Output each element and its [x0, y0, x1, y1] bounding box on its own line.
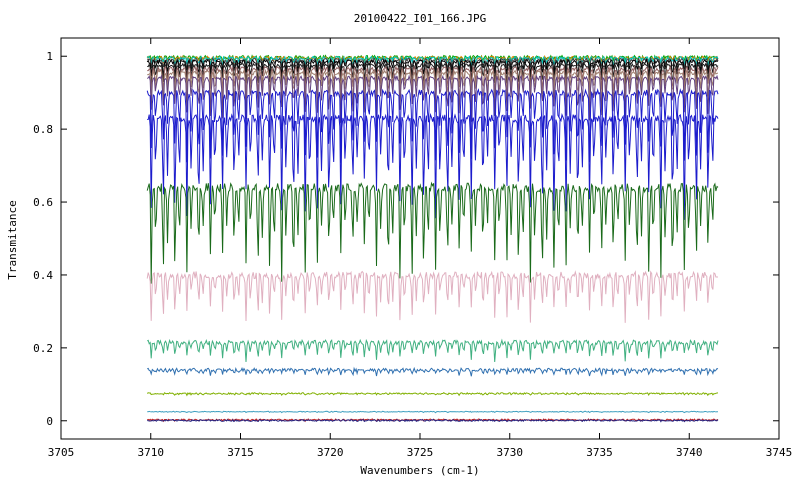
series-line [146, 55, 719, 68]
y-tick-label: 0.8 [33, 123, 53, 136]
x-tick-label: 3730 [497, 446, 524, 459]
ticks-group: 3705 3710 3715 3720 3725 3730 3735 3740 3745 0 0.2… [33, 38, 792, 459]
series-line [146, 58, 719, 79]
series-line [146, 181, 719, 284]
series-line [147, 418, 719, 423]
series-line [147, 64, 719, 100]
series-line [147, 61, 719, 89]
y-tick-label: 1 [46, 50, 53, 63]
series-line [146, 338, 719, 363]
series-line [146, 73, 719, 123]
series-line [147, 68, 719, 111]
series-line [146, 391, 719, 397]
x-tick-label: 3705 [48, 446, 75, 459]
series-line [146, 88, 719, 163]
series-line [147, 410, 719, 414]
y-tick-label: 0.2 [33, 342, 53, 355]
x-axis-label: Wavenumbers (cm-1) [360, 464, 479, 477]
series-line [146, 270, 718, 323]
series-group [146, 54, 719, 423]
x-tick-label: 3720 [317, 446, 344, 459]
series-line [147, 112, 719, 220]
series-line [146, 54, 719, 64]
x-tick-label: 3710 [138, 446, 165, 459]
y-tick-label: 0.4 [33, 269, 53, 282]
y-tick-label: 0 [46, 415, 53, 428]
y-tick-label: 0.6 [33, 196, 53, 209]
x-tick-label: 3725 [407, 446, 434, 459]
chart-title: 20100422_I01_166.JPG [354, 12, 486, 25]
x-tick-label: 3715 [227, 446, 254, 459]
x-tick-label: 3740 [676, 446, 703, 459]
x-tick-label: 3745 [766, 446, 793, 459]
x-tick-label: 3735 [586, 446, 613, 459]
series-line [146, 366, 719, 377]
y-axis-label: Transmitance [6, 200, 19, 279]
